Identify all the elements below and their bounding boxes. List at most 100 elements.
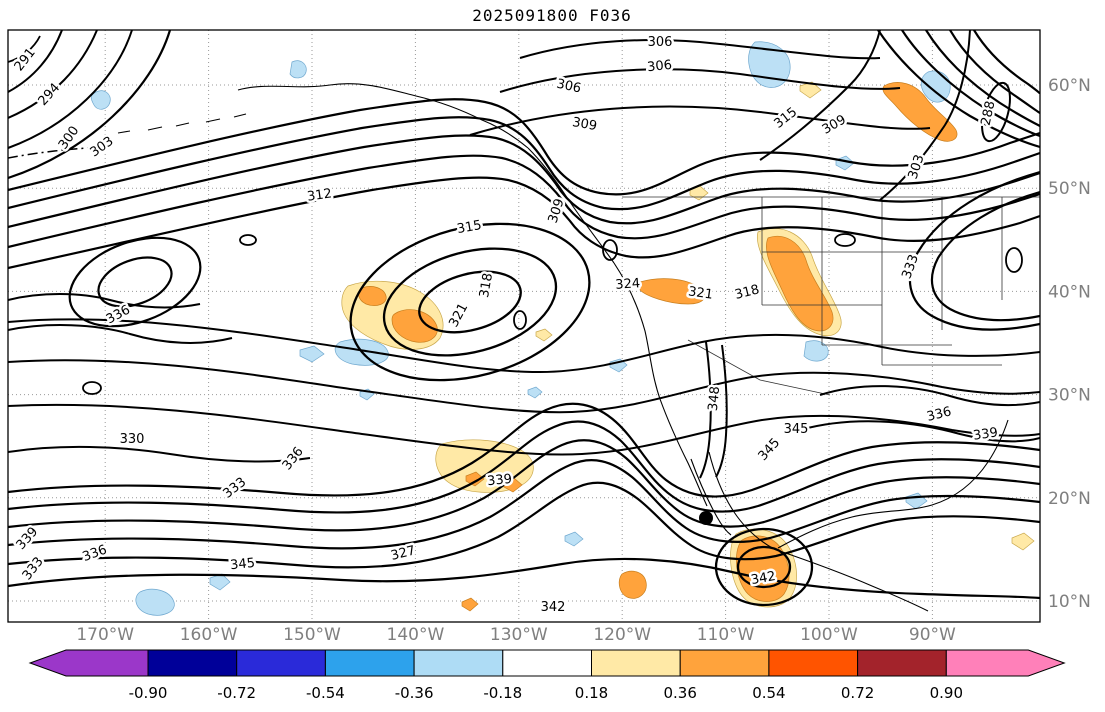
gulf-of-mexico-coast xyxy=(777,419,1009,549)
contour-lines-part xyxy=(8,116,1040,211)
colorbar-tick-label: -0.54 xyxy=(306,684,345,702)
contour-lines-part xyxy=(68,236,202,328)
contour-label: 291 xyxy=(12,45,39,74)
positive-shade xyxy=(766,236,834,332)
lon-tick-label: 140°W xyxy=(387,625,445,645)
contour-label: 306 xyxy=(555,77,582,97)
contour-lines-part xyxy=(8,318,1040,374)
latitude-labels: 60°N 50°N 40°N 30°N 20°N 10°N xyxy=(1048,76,1091,612)
contour-label: 321 xyxy=(446,301,471,330)
contour-lines-part xyxy=(8,30,172,180)
contour-lines-part xyxy=(8,98,1040,196)
contour-lines-part xyxy=(949,30,1040,114)
weak-positive-shade xyxy=(535,328,553,342)
contour-lines-part xyxy=(8,134,1040,229)
contour-label: 345 xyxy=(784,422,809,437)
contour-label: 333 xyxy=(899,253,922,281)
contour-lines-part xyxy=(8,176,1040,270)
contour-lines-part xyxy=(908,170,1040,331)
contour-lines-part xyxy=(418,270,522,334)
negative-shade xyxy=(527,386,543,399)
contour-lines-part xyxy=(819,385,1040,407)
contour-lines-part xyxy=(97,256,173,308)
contour-lines-part xyxy=(8,420,1040,514)
contour-label: 339 xyxy=(14,524,42,552)
contour-label: 336 xyxy=(81,542,109,565)
contour-lines-part xyxy=(8,402,1040,498)
contour-lines-part xyxy=(925,30,1040,127)
lon-tick-label: 160°W xyxy=(180,625,238,645)
contour-label: 318 xyxy=(733,282,761,303)
contour-lines-part xyxy=(469,105,931,136)
contour-lines-part xyxy=(8,439,1040,532)
contour-lines-part xyxy=(699,341,712,479)
lon-tick-label: 130°W xyxy=(490,625,548,645)
contour-lines-part xyxy=(877,30,1040,149)
contour-lines-part xyxy=(349,222,591,382)
contour-lines-part xyxy=(8,403,1040,456)
contour-lines-part xyxy=(714,527,814,607)
contour-lines-part xyxy=(8,30,98,119)
colorbar-segment xyxy=(857,649,947,677)
contour-lines-part xyxy=(1005,247,1023,273)
mexico-pacific-coast xyxy=(773,548,929,612)
contour-lines-part xyxy=(736,545,792,589)
contour-label: 336 xyxy=(280,444,307,473)
lon-tick-label: 110°W xyxy=(697,625,755,645)
colorbar-tick-label: -0.72 xyxy=(217,684,256,702)
contour-lines-part xyxy=(973,30,1040,95)
contour-lines-part xyxy=(930,190,1040,322)
lat-tick-label: 60°N xyxy=(1048,76,1091,96)
contour-lines-part xyxy=(239,234,257,246)
colorbar-tick-label: 0.36 xyxy=(663,684,696,702)
colorbar-ticks: -0.90 -0.72 -0.54 -0.36 -0.18 0.18 0.36 0.54 0.7… xyxy=(129,684,963,702)
colorbar-segment xyxy=(147,649,238,677)
contour-lines-part xyxy=(879,30,971,201)
contour-label: 327 xyxy=(389,543,417,564)
contour-label: 339 xyxy=(487,472,513,490)
negative-shade xyxy=(90,90,111,110)
contour-lines-part xyxy=(715,344,728,478)
lon-tick-label: 100°W xyxy=(800,625,858,645)
colorbar-tick-label: 0.72 xyxy=(841,684,874,702)
positive-shade xyxy=(639,278,706,305)
contour-lines-part xyxy=(8,35,41,63)
positive-shade xyxy=(465,471,485,487)
contour-lines-part xyxy=(82,381,102,395)
negative-shade xyxy=(803,340,829,362)
contour-label: 339 xyxy=(972,425,999,443)
contour-lines-part xyxy=(834,233,856,247)
contour-lines-part xyxy=(759,30,881,161)
contour-lines-part xyxy=(602,239,618,261)
baja-peninsula xyxy=(690,458,732,536)
lon-tick-label: 150°W xyxy=(283,625,341,645)
contour-label: 336 xyxy=(925,404,953,425)
contour-label: 315 xyxy=(456,218,483,237)
colorbar-segment xyxy=(679,649,770,677)
contour-lines-part xyxy=(8,30,63,93)
colorbar-tick-label: -0.90 xyxy=(129,684,168,702)
contour-label: 312 xyxy=(306,186,333,204)
contour-label: 306 xyxy=(647,58,673,76)
contour-label: 309 xyxy=(571,115,598,134)
contour-label: 330 xyxy=(120,432,145,447)
contour-lines xyxy=(8,30,1040,607)
contour-label: 303 xyxy=(906,153,928,181)
colorbar-segment xyxy=(324,649,415,677)
contour-label: 318 xyxy=(477,272,496,299)
lat-tick-label: 20°N xyxy=(1048,489,1091,509)
tropical-cyclone-marker xyxy=(699,511,713,525)
contour-lines-part xyxy=(981,81,1011,143)
contour-label: 309 xyxy=(820,112,849,137)
contour-label: 303 xyxy=(88,134,117,161)
negative-shade xyxy=(564,531,584,547)
coastlines xyxy=(117,83,1040,612)
negative-shade xyxy=(920,70,951,103)
colorbar-tick-label: 0.54 xyxy=(752,684,785,702)
contour-label: 342 xyxy=(541,600,566,615)
contour-label: 321 xyxy=(687,284,714,302)
lon-tick-label: 120°W xyxy=(593,625,651,645)
contour-lines-part xyxy=(8,481,1040,569)
us-mexico-border xyxy=(687,339,831,396)
